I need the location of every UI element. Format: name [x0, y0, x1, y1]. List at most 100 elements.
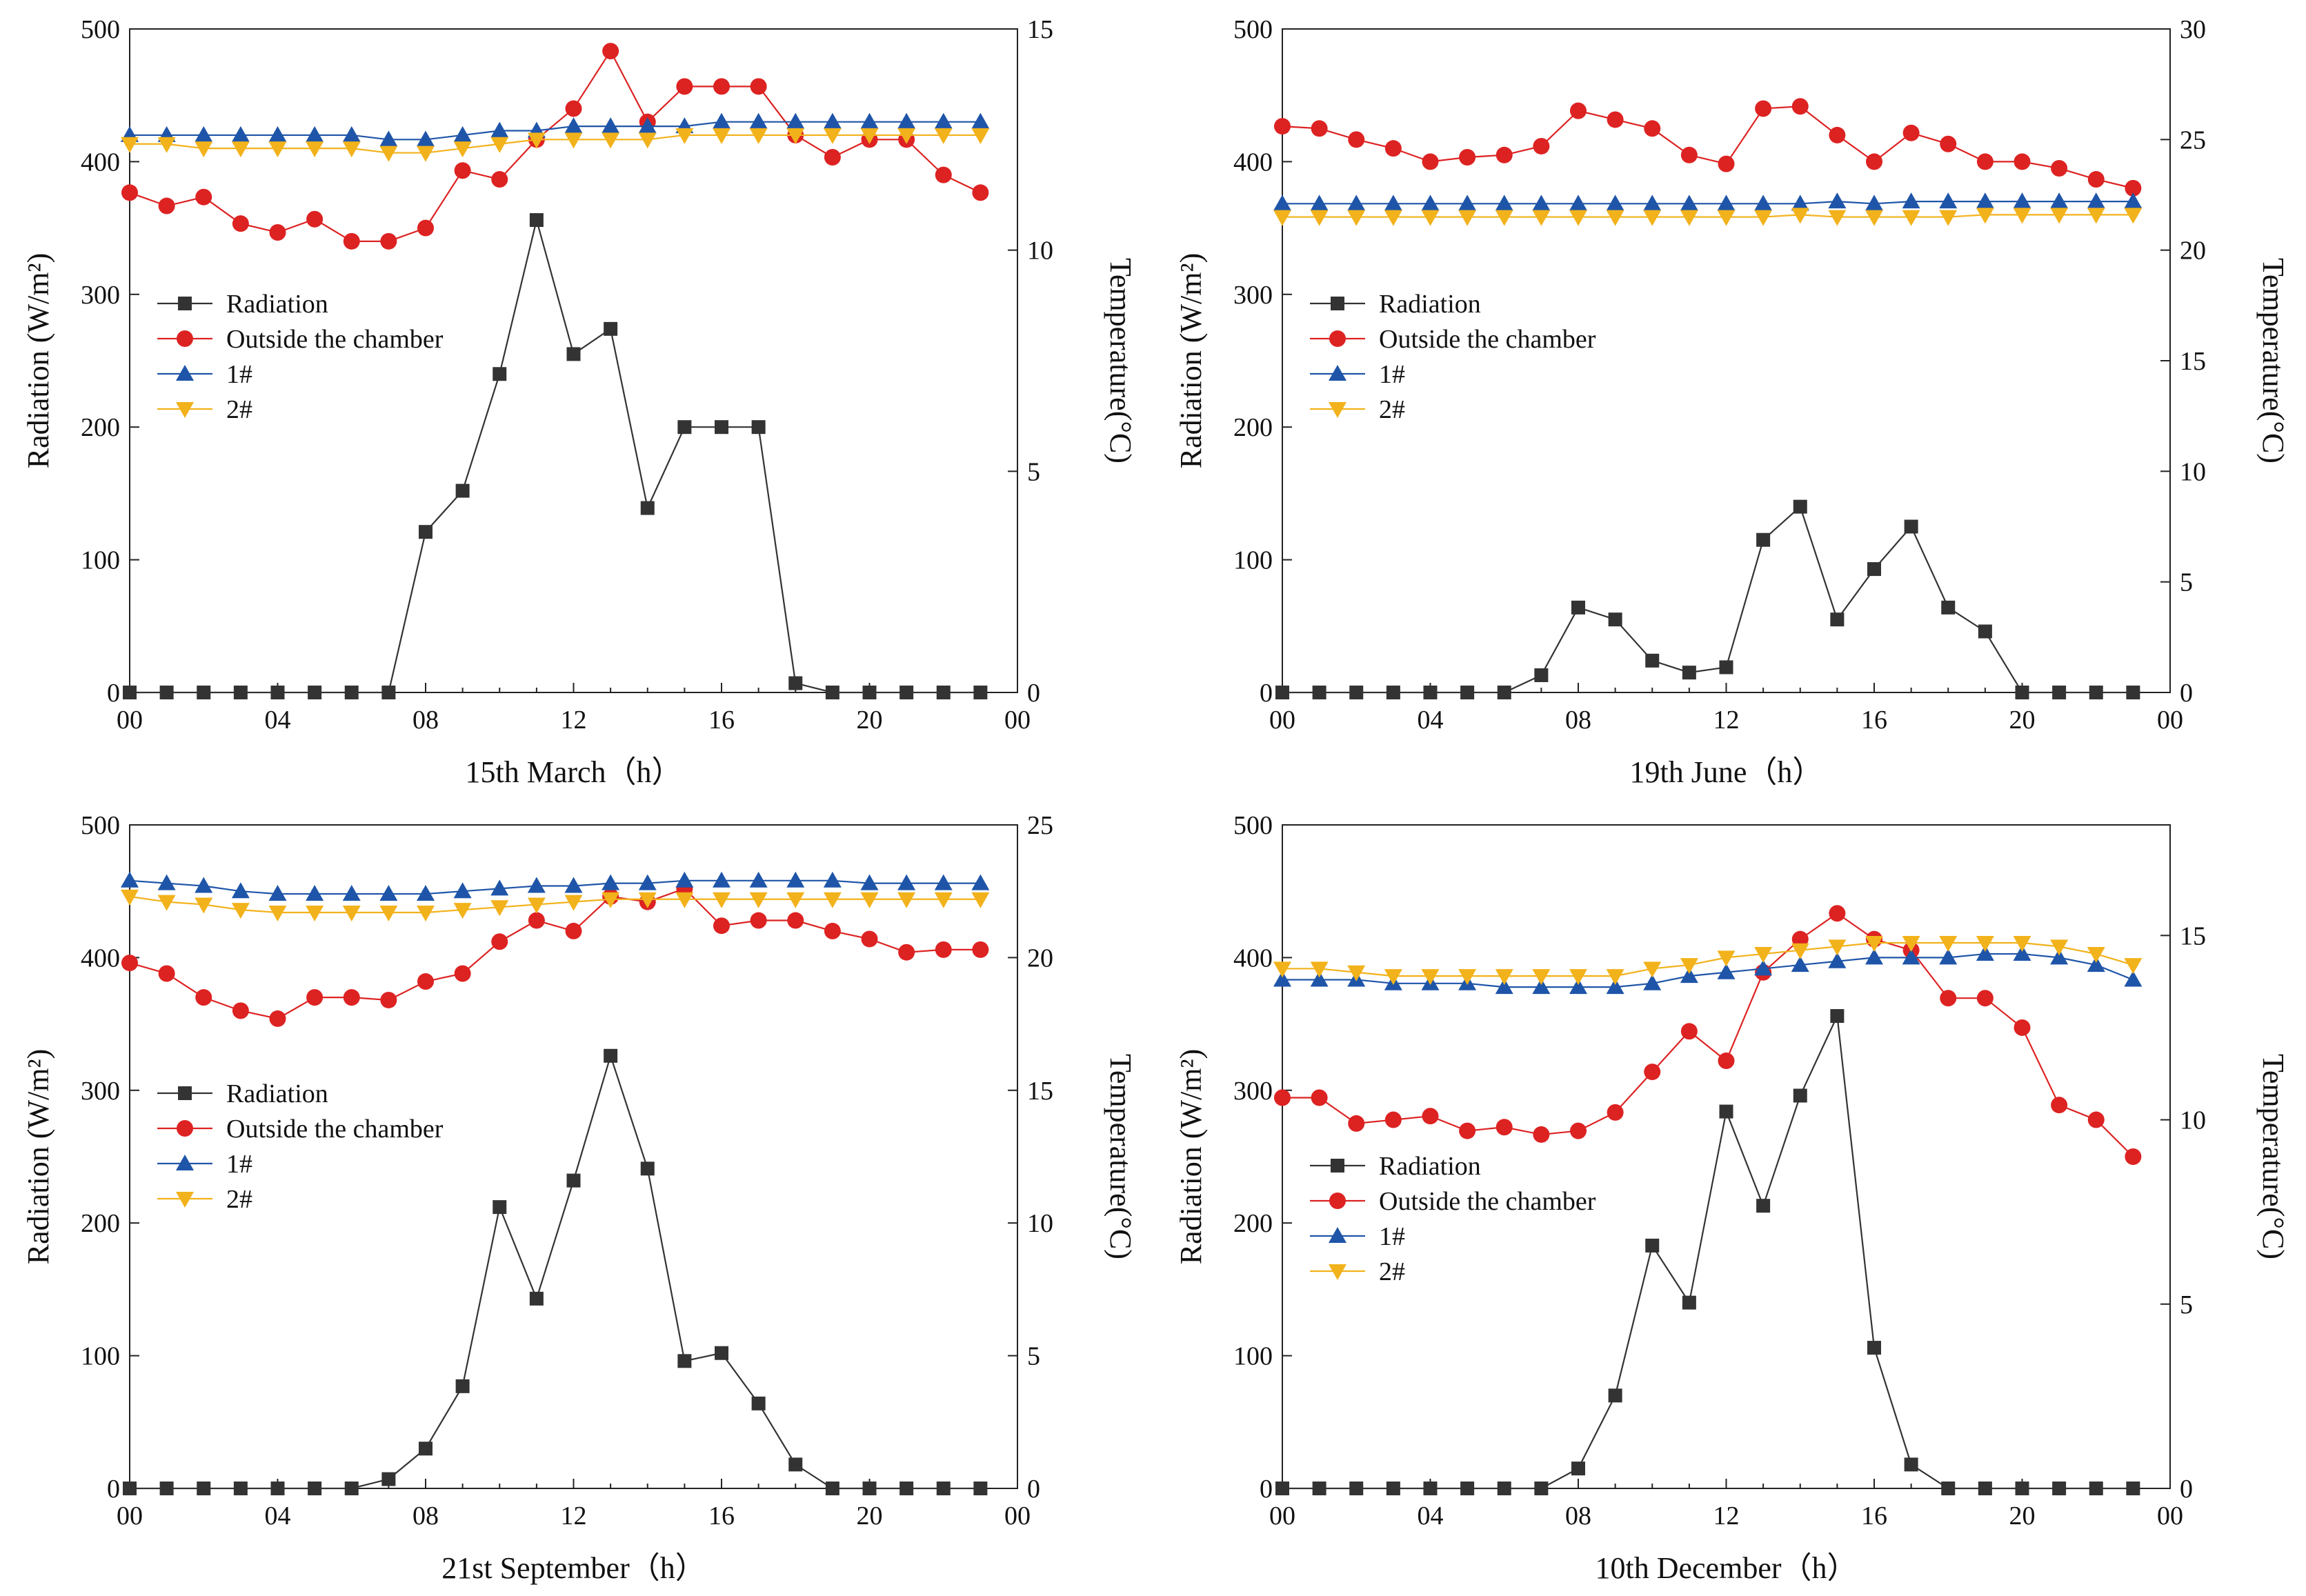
data-point: [529, 1291, 544, 1306]
data-point: [1978, 624, 1992, 639]
data-point: [862, 686, 877, 699]
data-point: [1569, 194, 1587, 211]
data-point: [786, 128, 805, 144]
legend-label: 1#: [1379, 360, 1405, 389]
y-left-tick-label: 100: [81, 546, 120, 575]
data-point: [269, 1010, 286, 1027]
data-point: [379, 905, 398, 921]
data-point: [1347, 965, 1366, 981]
data-point: [121, 871, 139, 888]
data-point: [1865, 936, 1883, 952]
legend-label: Radiation: [226, 290, 328, 319]
series-outside-the-chamber: [121, 43, 989, 250]
data-point: [1460, 686, 1475, 699]
data-point: [2089, 686, 2103, 699]
legend-label: Outside the chamber: [1379, 325, 1596, 354]
data-point: [1717, 963, 1736, 979]
data-point: [454, 162, 471, 179]
data-point: [1978, 1482, 1992, 1495]
data-point: [788, 676, 803, 690]
data-point: [1458, 969, 1477, 986]
y-left-tick-label: 200: [81, 413, 120, 442]
data-point: [1902, 210, 1920, 226]
data-point: [1939, 936, 1958, 952]
data-point: [490, 137, 509, 153]
data-point: [675, 892, 694, 908]
data-point: [232, 1002, 249, 1019]
data-point: [379, 146, 398, 162]
data-point: [269, 224, 286, 241]
series-line: [129, 895, 981, 914]
y-right-tick-label: 10: [1027, 237, 1053, 266]
data-point: [1423, 686, 1438, 699]
legend-marker: [1331, 297, 1344, 310]
data-point: [527, 877, 546, 893]
data-point: [2087, 171, 2105, 188]
data-point: [751, 1396, 766, 1410]
y-right-tick-label: 25: [1027, 811, 1053, 840]
x-tick-label: 08: [1565, 1502, 1591, 1530]
data-point: [1311, 120, 1328, 137]
data-point: [2050, 208, 2069, 224]
data-point: [936, 686, 951, 699]
data-point: [750, 78, 767, 95]
data-point: [1495, 210, 1513, 226]
data-point: [1902, 948, 1920, 965]
legend-marker: [1331, 1159, 1344, 1173]
y-right-tick-label: 5: [2180, 1290, 2193, 1319]
data-point: [2013, 936, 2031, 952]
legend-label: 2#: [1379, 395, 1405, 424]
x-axis-title: 10th December（h）: [1596, 1551, 1858, 1585]
data-point: [861, 930, 878, 948]
legend-marker: [176, 365, 194, 381]
data-point: [713, 78, 730, 95]
data-point: [1902, 936, 1920, 952]
data-point: [604, 321, 618, 336]
chart-september: 00 04 08 12 16 20 0001002003004005000510152025…: [21, 811, 1137, 1585]
series-line: [1282, 952, 2134, 988]
y-right-tick-label: 0: [1027, 1475, 1040, 1504]
x-axis-title: 21st September（h）: [441, 1551, 706, 1585]
data-point: [1312, 1482, 1326, 1495]
y-left-axis-title: Radiation (W/m²): [21, 1049, 55, 1265]
data-point: [1717, 194, 1736, 211]
data-point: [1754, 947, 1773, 964]
data-point: [121, 955, 138, 972]
legend-label: 1#: [226, 360, 252, 389]
data-point: [1460, 1482, 1475, 1495]
data-point: [749, 871, 768, 888]
legend-marker: [176, 1192, 194, 1208]
legend-label: 1#: [1379, 1222, 1405, 1251]
data-point: [344, 686, 359, 699]
data-point: [677, 1354, 692, 1368]
data-point: [343, 232, 360, 250]
data-point: [1275, 686, 1289, 699]
data-point: [1682, 666, 1696, 680]
y-left-axis-title: Radiation (W/m²): [1174, 1049, 1208, 1265]
data-point: [1941, 600, 1956, 615]
data-point: [1421, 194, 1440, 211]
y-right-axis-title: Temperature(°C): [1104, 1054, 1137, 1259]
data-point: [1976, 936, 1994, 952]
y-left-tick-label: 0: [1260, 679, 1273, 708]
legend-label: 2#: [226, 1185, 252, 1214]
data-point: [2089, 1482, 2103, 1495]
data-point: [899, 1482, 914, 1495]
data-point: [2052, 686, 2067, 699]
data-point: [934, 112, 953, 129]
data-point: [1273, 210, 1291, 226]
x-tick-label: 00: [2157, 706, 2183, 735]
data-point: [1939, 192, 1958, 209]
data-point: [1384, 1111, 1402, 1128]
y-left-tick-label: 200: [81, 1209, 120, 1238]
data-point: [825, 1482, 839, 1495]
y-left-axis-title: Radiation (W/m²): [1174, 253, 1208, 469]
data-point: [453, 903, 472, 919]
data-point: [604, 1048, 618, 1063]
y-right-tick-label: 15: [1027, 1077, 1053, 1106]
data-point: [750, 912, 767, 929]
data-point: [1680, 194, 1698, 211]
data-point: [565, 100, 582, 117]
data-point: [1680, 146, 1698, 163]
data-point: [1940, 135, 1957, 152]
